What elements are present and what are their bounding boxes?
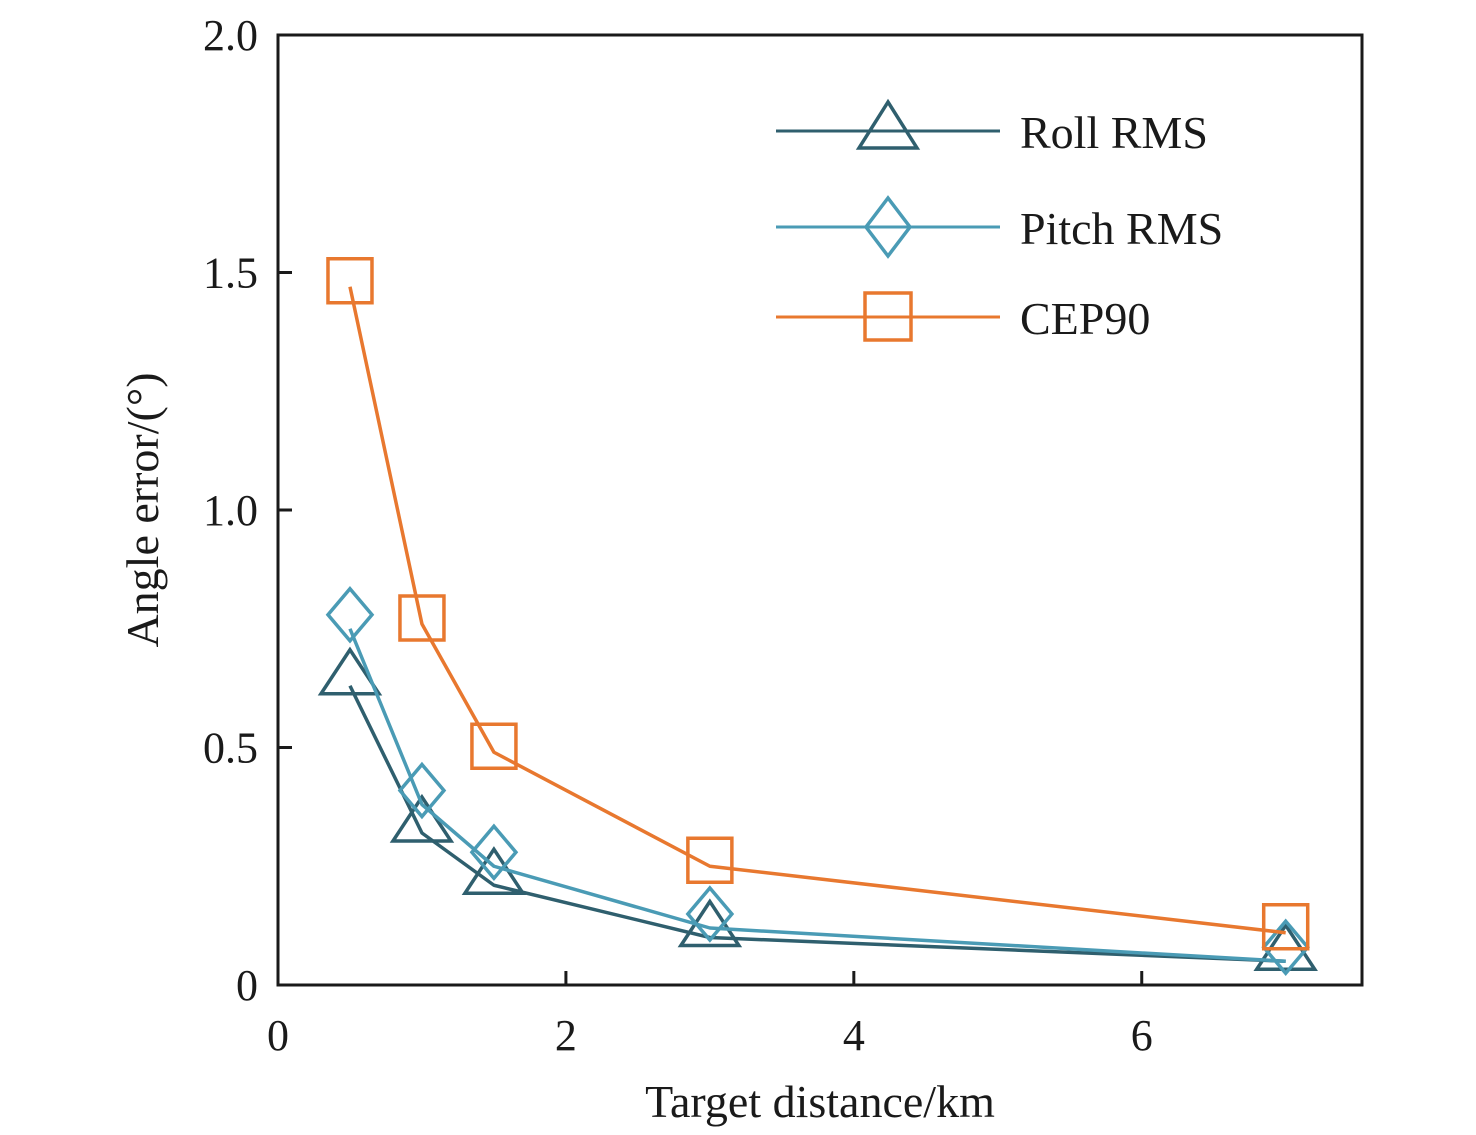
legend-label: CEP90 bbox=[1020, 293, 1150, 344]
series-roll-rms bbox=[317, 646, 1318, 971]
data-point-square bbox=[398, 594, 446, 642]
legend-label: Roll RMS bbox=[1020, 107, 1208, 158]
y-tick-label: 2.0 bbox=[203, 11, 258, 60]
series-line bbox=[348, 684, 1286, 963]
legend-item-roll-rms: Roll RMS bbox=[776, 98, 1208, 158]
series-line bbox=[348, 286, 1286, 935]
x-tick-label: 0 bbox=[267, 1011, 289, 1060]
y-tick-label: 0 bbox=[236, 961, 258, 1010]
series-pitch-rms bbox=[325, 586, 1310, 976]
data-point-diamond bbox=[325, 586, 375, 644]
data-point-diamond bbox=[469, 823, 519, 881]
data-point-diamond bbox=[685, 885, 735, 943]
y-tick-label: 0.5 bbox=[203, 724, 258, 773]
x-tick-label: 6 bbox=[1131, 1011, 1153, 1060]
y-axis-ticks: 0 0.5 1.0 1.5 2.0 bbox=[203, 11, 292, 1010]
x-axis-title: Target distance/km bbox=[645, 1076, 995, 1127]
legend-item-cep90: CEP90 bbox=[776, 291, 1150, 344]
data-point-triangle bbox=[317, 646, 383, 696]
data-point-square bbox=[686, 836, 734, 884]
legend-item-pitch-rms: Pitch RMS bbox=[776, 195, 1223, 259]
series-cep90 bbox=[326, 257, 1310, 951]
legend-label: Pitch RMS bbox=[1020, 203, 1223, 254]
x-axis-ticks: 0 2 4 6 bbox=[267, 971, 1153, 1060]
data-point-diamond bbox=[1261, 918, 1310, 976]
data-point-diamond bbox=[397, 761, 447, 820]
y-tick-label: 1.5 bbox=[203, 249, 258, 298]
x-tick-label: 2 bbox=[555, 1011, 577, 1060]
data-point-square bbox=[326, 257, 374, 305]
y-tick-label: 1.0 bbox=[203, 486, 258, 535]
data-point-square bbox=[1261, 903, 1310, 951]
legend: Roll RMS Pitch RMS CEP90 bbox=[776, 98, 1223, 344]
legend-triangle-marker bbox=[855, 98, 921, 150]
y-axis-title: Angle error/(°) bbox=[117, 372, 168, 647]
legend-diamond-marker bbox=[863, 195, 913, 259]
series-layer bbox=[317, 257, 1318, 976]
data-point-square bbox=[470, 722, 518, 770]
legend-square-marker bbox=[863, 291, 913, 342]
x-tick-label: 4 bbox=[843, 1011, 865, 1060]
series-line bbox=[348, 628, 1286, 963]
